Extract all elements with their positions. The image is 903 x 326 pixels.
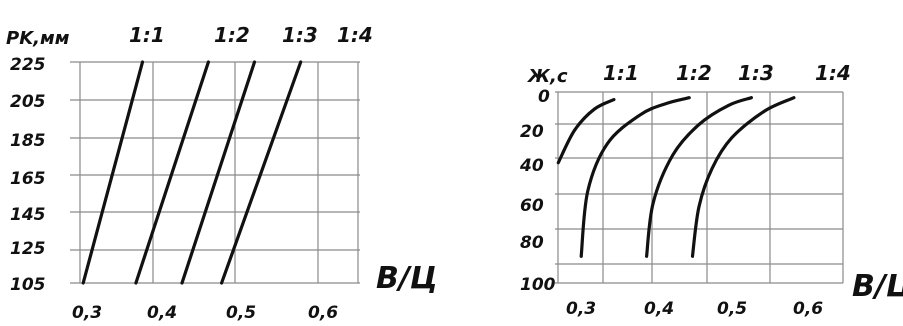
consistency-series-line-4 xyxy=(220,60,303,285)
chart-consistency-x-ticks: 0,3 0,4 0,5 0,6 xyxy=(72,303,338,323)
consistency-series-line-3 xyxy=(180,60,257,285)
consistency-series-label-1: 1:1 xyxy=(129,23,165,47)
consistency-x-tick-label: 0,6 xyxy=(308,303,338,323)
chart-stiffness-x-ticks: 0,3 0,4 0,5 0,6 xyxy=(566,299,823,319)
consistency-x-tick-label: 0,3 xyxy=(72,303,102,323)
consistency-series-line-1 xyxy=(81,60,145,285)
stiffness-y-tick-label: 100 xyxy=(520,275,556,295)
stiffness-series-line-1 xyxy=(556,98,616,165)
stiffness-series-label-2: 1:2 xyxy=(676,61,712,85)
stiffness-series-line-3 xyxy=(645,96,753,258)
stiffness-y-tick-label: 0 xyxy=(538,87,550,107)
consistency-y-tick-label: 225 xyxy=(10,55,46,75)
stiffness-x-tick-label: 0,6 xyxy=(793,299,823,319)
chart-consistency-y-ticks: 225 205 185 165 145 125 105 xyxy=(10,55,46,295)
consistency-series-label-3: 1:3 xyxy=(282,23,318,47)
consistency-y-tick-label: 145 xyxy=(10,205,46,225)
consistency-y-tick-label: 165 xyxy=(10,169,46,189)
stiffness-x-tick-label: 0,3 xyxy=(566,299,596,319)
consistency-series-label-4: 1:4 xyxy=(337,23,373,47)
consistency-y-tick-label: 185 xyxy=(10,131,46,151)
chart-consistency-series xyxy=(81,60,303,285)
consistency-y-tick-label: 105 xyxy=(10,275,46,295)
stiffness-x-tick-label: 0,5 xyxy=(717,299,747,319)
consistency-x-tick-label: 0,5 xyxy=(226,303,256,323)
stiffness-series-label-4: 1:4 xyxy=(815,61,851,85)
stiffness-x-tick-label: 0,4 xyxy=(644,299,674,319)
stiffness-y-tick-label: 60 xyxy=(520,196,544,216)
chart-stiffness: 0 20 40 60 80 100 0,3 0,4 0,5 0,6 1:1 1:2 1:3 1:4 Ж… xyxy=(519,61,903,319)
stiffness-series-line-2 xyxy=(579,96,691,258)
chart-consistency-grid xyxy=(70,61,360,284)
chart-stiffness-series-labels: 1:1 1:2 1:3 1:4 xyxy=(603,61,851,85)
consistency-y-tick-label: 205 xyxy=(10,92,46,112)
stiffness-series-line-4 xyxy=(690,96,796,258)
consistency-series-label-2: 1:2 xyxy=(214,23,250,47)
stiffness-y-tick-label: 20 xyxy=(520,122,544,142)
chart-consistency-x-axis-label: В/Ц xyxy=(376,261,438,296)
chart-stiffness-grid xyxy=(555,91,844,284)
stiffness-y-tick-label: 40 xyxy=(519,156,544,176)
consistency-x-tick-label: 0,4 xyxy=(147,303,177,323)
consistency-y-tick-label: 125 xyxy=(10,239,46,259)
stiffness-series-label-1: 1:1 xyxy=(603,61,639,85)
chart-stiffness-y-axis-label: Ж,с xyxy=(526,66,568,87)
chart-consistency-y-axis-label: PK,мм xyxy=(6,28,70,49)
chart-stiffness-x-axis-label: В/Ц xyxy=(852,269,903,304)
consistency-series-line-2 xyxy=(134,60,210,285)
stiffness-series-label-3: 1:3 xyxy=(738,61,774,85)
chart-consistency-series-labels: 1:1 1:2 1:3 1:4 xyxy=(129,23,373,47)
chart-stiffness-series xyxy=(556,96,796,258)
chart-stiffness-y-ticks: 0 20 40 60 80 100 xyxy=(519,87,556,295)
stiffness-y-tick-label: 80 xyxy=(520,233,544,253)
